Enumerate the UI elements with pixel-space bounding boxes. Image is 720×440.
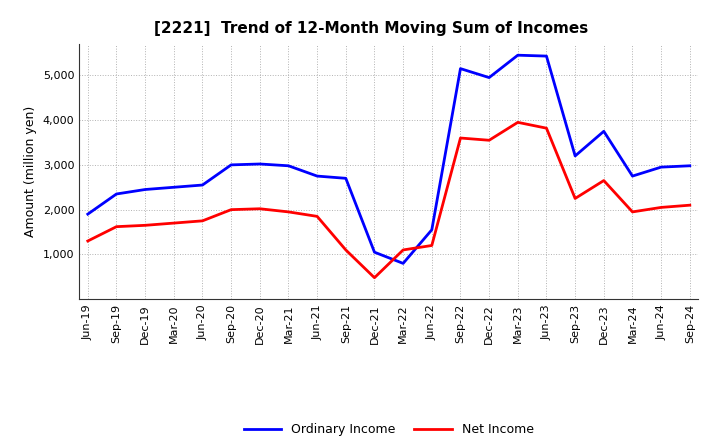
Text: [2221]  Trend of 12-Month Moving Sum of Incomes: [2221] Trend of 12-Month Moving Sum of I… — [153, 21, 588, 36]
Ordinary Income — [399, 261, 408, 266]
Net Income — [542, 125, 551, 131]
Ordinary Income — [657, 165, 665, 170]
Ordinary Income — [370, 249, 379, 255]
Net Income — [284, 209, 293, 215]
Ordinary Income — [628, 173, 636, 179]
Ordinary Income — [284, 163, 293, 169]
Ordinary Income — [84, 212, 92, 217]
Ordinary Income — [169, 185, 178, 190]
Ordinary Income — [571, 153, 580, 158]
Net Income — [399, 247, 408, 253]
Net Income — [256, 206, 264, 211]
Net Income — [341, 247, 350, 253]
Net Income — [657, 205, 665, 210]
Ordinary Income — [312, 173, 321, 179]
Net Income — [227, 207, 235, 212]
Ordinary Income — [542, 53, 551, 59]
Ordinary Income — [341, 176, 350, 181]
Net Income — [456, 136, 465, 141]
Net Income — [370, 275, 379, 280]
Net Income — [685, 202, 694, 208]
Net Income — [312, 214, 321, 219]
Net Income — [198, 218, 207, 224]
Ordinary Income — [485, 75, 493, 80]
Ordinary Income — [112, 191, 121, 197]
Y-axis label: Amount (million yen): Amount (million yen) — [24, 106, 37, 237]
Net Income — [513, 120, 522, 125]
Net Income — [112, 224, 121, 229]
Line: Net Income: Net Income — [88, 122, 690, 278]
Net Income — [571, 196, 580, 201]
Net Income — [169, 220, 178, 226]
Ordinary Income — [456, 66, 465, 71]
Net Income — [628, 209, 636, 215]
Line: Ordinary Income: Ordinary Income — [88, 55, 690, 264]
Net Income — [485, 138, 493, 143]
Ordinary Income — [141, 187, 150, 192]
Ordinary Income — [227, 162, 235, 168]
Ordinary Income — [513, 52, 522, 58]
Ordinary Income — [198, 183, 207, 188]
Net Income — [428, 243, 436, 248]
Net Income — [84, 238, 92, 244]
Ordinary Income — [428, 227, 436, 232]
Net Income — [600, 178, 608, 183]
Ordinary Income — [685, 163, 694, 169]
Legend: Ordinary Income, Net Income: Ordinary Income, Net Income — [239, 418, 539, 440]
Ordinary Income — [256, 161, 264, 167]
Net Income — [141, 223, 150, 228]
Ordinary Income — [600, 128, 608, 134]
